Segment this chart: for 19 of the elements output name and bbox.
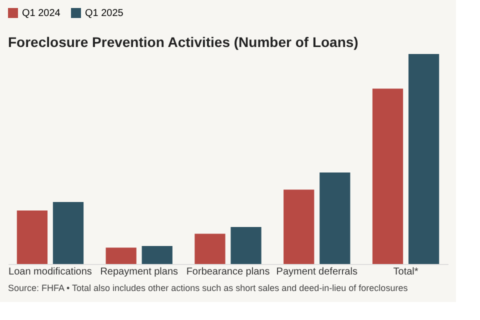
- x-tick-label: Loan modifications: [8, 266, 92, 278]
- bar: [230, 227, 262, 264]
- source-note: Source: FHFA • Total also includes other actions such as short sales and deed-in-lieu of foreclosures: [8, 283, 408, 293]
- bar: [372, 88, 404, 264]
- bar: [52, 202, 84, 264]
- bar: [142, 246, 172, 264]
- x-tick-label: Repayment plans: [100, 266, 178, 278]
- bar: [408, 54, 440, 264]
- bar: [284, 190, 314, 264]
- x-tick-label: Total*: [393, 266, 418, 278]
- x-tick-label: Forbearance plans: [186, 266, 270, 278]
- bar: [106, 248, 136, 264]
- chart-title: Foreclosure Prevention Activities (Number of Loans): [8, 34, 358, 50]
- legend-label: Q1 2024: [22, 8, 61, 19]
- legend-label: Q1 2025: [85, 8, 124, 19]
- bar: [194, 234, 226, 264]
- bar: [320, 172, 350, 264]
- x-tick-label: Payment deferrals: [276, 266, 358, 278]
- bar: [16, 210, 48, 264]
